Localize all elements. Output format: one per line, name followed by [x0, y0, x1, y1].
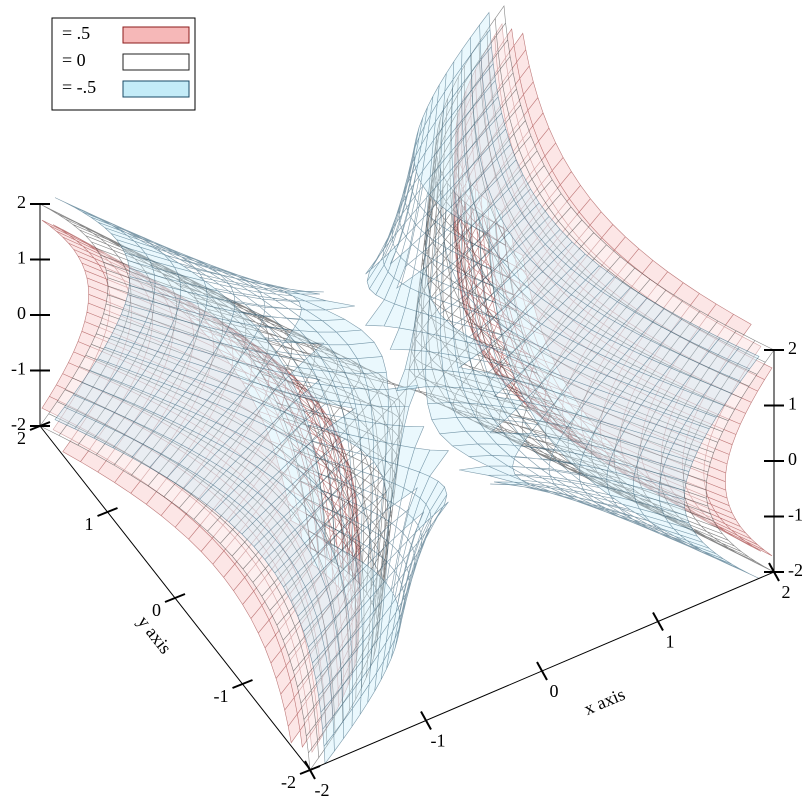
legend-label: = 0	[62, 50, 86, 70]
legend-swatch	[122, 80, 190, 98]
y-tick-label: 0	[152, 600, 161, 620]
legend-label: = .5	[62, 23, 90, 43]
z-tick-label: -2	[788, 560, 803, 580]
z-tick-label: -1	[11, 359, 26, 379]
x-axis-label: x axis	[581, 684, 628, 719]
x-tick-label: 2	[782, 582, 791, 602]
y-tick	[232, 679, 253, 689]
x-tick	[652, 612, 664, 631]
z-tick-label: 1	[17, 248, 26, 268]
x-tick-label: -2	[315, 780, 330, 800]
y-tick	[299, 765, 321, 775]
z-tick-label: 2	[17, 192, 26, 212]
z-tick-label: 1	[788, 394, 797, 414]
isosurface	[54, 197, 449, 765]
z-tick-label: 0	[788, 449, 797, 469]
isosurface	[406, 5, 775, 573]
legend-swatch	[122, 53, 190, 71]
x-tick	[420, 711, 432, 730]
y-tick-label: -1	[214, 686, 229, 706]
y-axis-label: y axis	[134, 612, 176, 658]
x-tick	[536, 661, 548, 681]
legend: = .5 = 0 = -.5	[51, 17, 196, 111]
z-tick-label: 0	[17, 303, 26, 323]
x-tick-label: 1	[666, 632, 675, 652]
z-tick-label: 2	[788, 338, 797, 358]
y-tick-label: -2	[281, 772, 296, 792]
isosurface	[365, 11, 760, 579]
legend-swatch	[122, 26, 190, 44]
x-tick-label: 0	[550, 681, 559, 701]
x-tick-label: -1	[431, 731, 446, 751]
legend-label: = -.5	[62, 77, 96, 97]
y-tick	[97, 507, 118, 517]
y-tick	[164, 593, 186, 603]
z-tick-label: -1	[788, 505, 803, 525]
y-tick-label: 2	[17, 428, 26, 448]
y-tick-label: 1	[85, 514, 94, 534]
z-tick-label: -2	[11, 414, 26, 434]
